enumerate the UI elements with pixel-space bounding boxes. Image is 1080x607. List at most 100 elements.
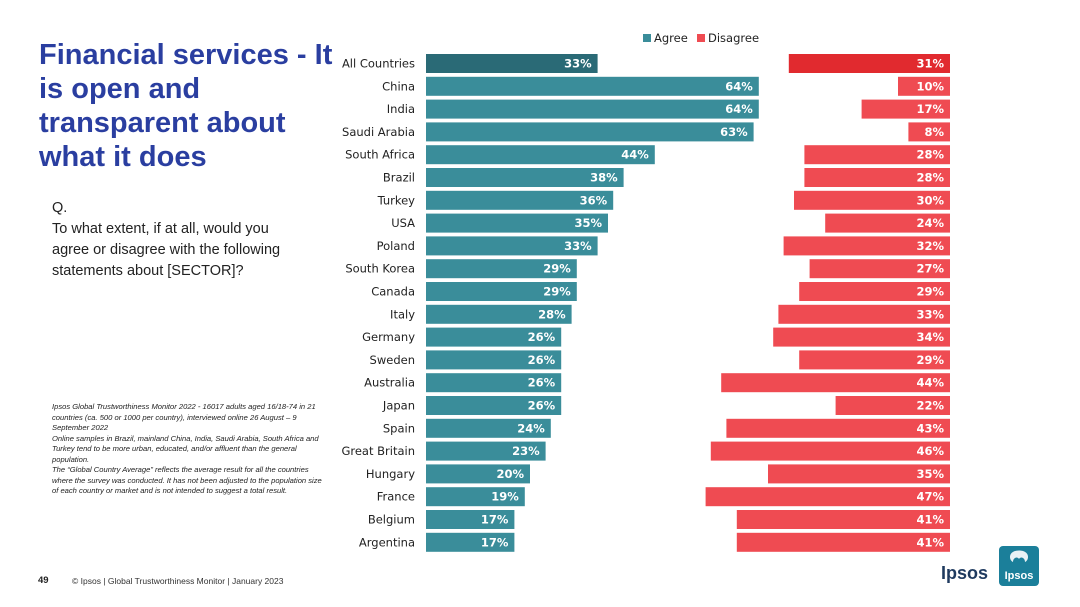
agree-bar [426,396,562,415]
disagree-value-label: 44% [916,376,944,390]
footer-text: © Ipsos | Global Trustworthiness Monitor… [72,576,284,586]
page-title: Financial services - It is open and tran… [39,39,333,173]
agree-value-label: 17% [481,513,509,527]
disagree-value-label: 17% [916,102,944,116]
disagree-bar [773,327,950,347]
agree-bar [426,487,525,507]
agree-value-label: 38% [590,171,618,185]
agree-value-label: 36% [580,193,608,207]
disagree-value-label: 28% [916,148,944,162]
disagree-bar [778,304,950,324]
legend-disagree-swatch [697,34,705,42]
agree-bar [426,327,562,347]
agree-value-label: 26% [528,376,556,390]
agree-bar [426,236,598,256]
disagree-value-label: 32% [916,239,944,253]
agree-bar [426,441,546,461]
disagree-value-label: 46% [916,444,944,458]
disagree-bar [809,259,950,279]
agree-value-label: 63% [720,125,748,139]
page-number: 49 [38,575,49,586]
disagree-value-label: 34% [916,330,944,344]
category-label: Canada [371,285,415,299]
legend-disagree-label: Disagree [708,31,759,45]
agree-bar [426,282,577,301]
methodology-notes: Ipsos Global Trustworthiness Monitor 202… [52,402,330,497]
legend-agree-swatch [643,34,651,42]
disagree-bar [783,236,950,256]
agree-bar [426,99,759,119]
note-online: Online samples in Brazil, mainland China… [52,433,319,464]
category-label: Poland [377,239,415,253]
agree-bar [426,190,614,210]
agree-bar [426,304,572,324]
survey-question: Q. To what extent, if at all, would you … [52,198,282,282]
agree-bar [426,259,577,279]
agree-value-label: 29% [543,285,571,299]
agree-series: 33% 64% 64% 63% 44%38% 36% 35% 33% 29% 29% 28% 26% 2… [426,54,759,552]
category-label: India [387,102,415,116]
category-label: All Countries [342,57,415,71]
disagree-bar [825,213,950,233]
disagree-value-label: 28% [916,171,944,185]
agree-value-label: 64% [725,79,753,93]
category-label: Brazil [383,171,415,185]
disagree-value-label: 31% [916,57,944,71]
disagree-value-label: 35% [916,467,944,481]
agree-value-label: 26% [528,353,556,367]
category-label: Germany [362,330,415,344]
disagree-bar [804,145,950,165]
category-label: China [382,79,415,93]
disagree-value-label: 29% [916,285,944,299]
category-label: USA [391,216,415,230]
disagree-bar [799,282,950,301]
disagree-bar [736,510,950,529]
category-labels: All Countries China India Saudi Arabia South… [341,57,415,550]
disagree-bar [726,418,950,438]
agree-bar [426,532,515,552]
agree-value-label: 33% [564,57,592,71]
disagree-bar [736,532,950,552]
category-label: Sweden [370,353,415,367]
agree-bar [426,76,759,96]
disagree-value-label: 10% [916,79,944,93]
agree-value-label: 44% [621,148,649,162]
agree-value-label: 64% [725,102,753,116]
legend-agree-label: Agree [654,31,688,45]
agree-value-label: 17% [481,535,509,549]
category-label: Spain [383,421,415,435]
agree-bar [426,145,655,165]
agree-bar [426,373,562,393]
disagree-value-label: 47% [916,490,944,504]
note-average: The “Global Country Average” reflects th… [52,465,322,495]
disagree-bar [799,350,950,370]
agree-bar [426,54,598,73]
disagree-bar [804,168,950,187]
category-label: South Korea [345,262,415,276]
category-label: Hungary [366,467,415,481]
agree-value-label: 35% [574,216,602,230]
chart-legend: Agree Disagree [643,31,759,45]
agree-bar [426,122,754,142]
category-label: Japan [382,399,415,413]
disagree-value-label: 22% [916,399,944,413]
disagree-bar [788,54,950,73]
disagree-bar [908,122,950,142]
question-prefix: Q. [52,200,68,216]
agree-bar [426,510,515,529]
disagree-value-label: 43% [916,421,944,435]
category-label: Belgium [368,513,415,527]
category-label: Italy [390,307,415,321]
question-text: To what extent, if at all, would you agr… [52,221,281,279]
disagree-value-label: 30% [916,193,944,207]
agree-value-label: 33% [564,239,592,253]
disagree-bar [794,190,950,210]
agree-value-label: 24% [517,421,545,435]
ipsos-wordmark: Ipsos [941,563,989,583]
disagree-bar [898,76,950,96]
agree-bar [426,418,551,438]
agree-value-label: 28% [538,307,566,321]
agree-bar [426,464,530,484]
agree-value-label: 26% [528,330,556,344]
